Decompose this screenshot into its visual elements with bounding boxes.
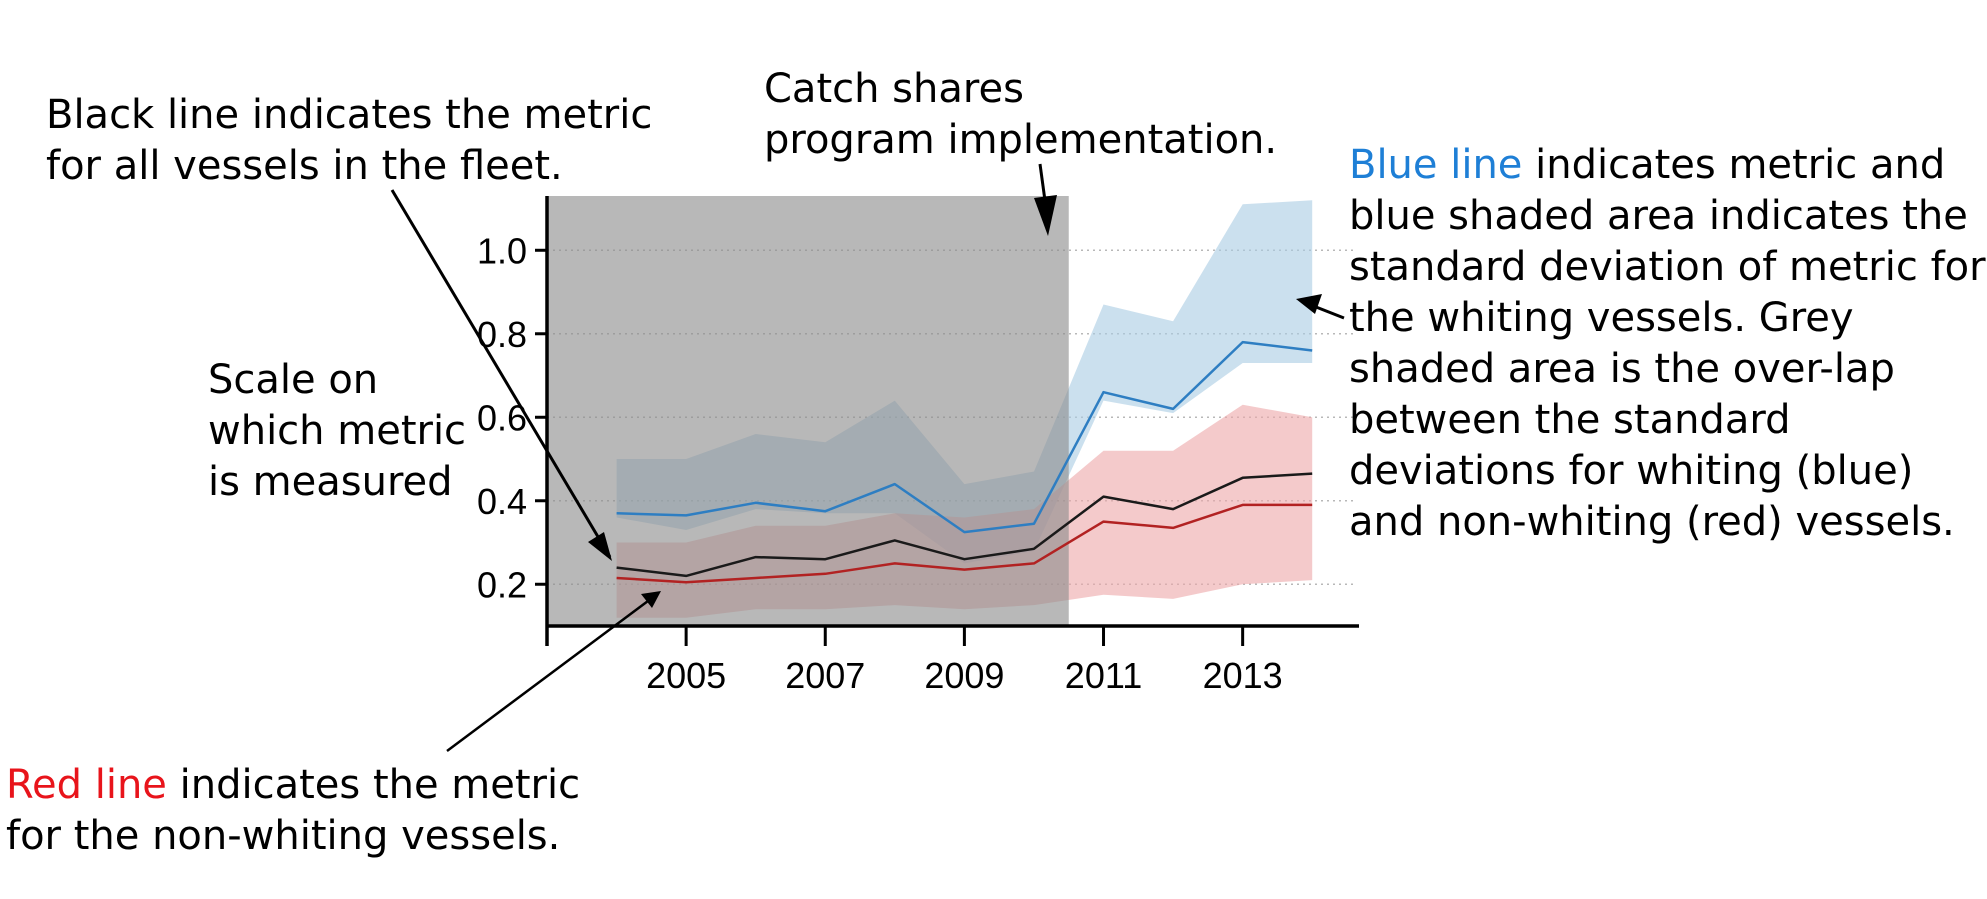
red-line-highlight: Red line [6,762,167,808]
y-tick-label: 0.4 [477,481,527,522]
blue-line-annotation-line-7: deviations for whiting (blue) [1349,448,1914,494]
scale-annotation: Scale on which metric is measured [208,355,466,508]
annotation-arrows [390,163,1345,753]
y-tick-label: 0.2 [477,564,527,605]
axes [545,196,1359,646]
x-tick-label: 2005 [646,655,726,696]
blue-line-annotation-line-5: shaded area is the over-lap [1349,346,1895,392]
blue-line-highlight: Blue line [1349,142,1523,188]
red-line-annotation: Red line indicates the metric for the no… [6,760,580,862]
black-line-annotation-line-2: for all vessels in the fleet. [46,143,563,189]
red-line-annotation-line-1: Red line indicates the metric [6,760,580,811]
black-line-arrow-head [588,532,612,561]
catch-shares-annotation: Catch shares program implementation. [764,64,1277,166]
y-tick-label: 1.0 [477,230,527,271]
catch-shares-arrow-head [1034,195,1057,236]
blue-series-line [616,340,1313,534]
catch-shares-annotation-line-2: program implementation. [764,117,1278,163]
scale-annotation-line-1: Scale on [208,357,379,403]
red-line-arrow [446,596,653,753]
x-tick-label: 2011 [1065,655,1142,696]
blue-line-annotation: Blue line indicates metric and blue shad… [1349,140,1986,548]
blue-line-annotation-line-4: the whiting vessels. Grey [1349,295,1854,341]
scale-annotation-line-3: is measured [208,459,453,505]
blue-line-arrow-head [1296,294,1322,314]
catch-shares-annotation-line-1: Catch shares [764,66,1024,112]
black-line-annotation: Black line indicates the metric for all … [46,90,652,192]
x-tick-label: 2009 [924,655,1004,696]
blue-line-annotation-rest: indicates metric and [1522,142,1946,188]
x-tick-label: 2013 [1203,655,1283,696]
red-series-line [616,503,1313,584]
y-tick-label: 0.8 [477,314,527,355]
black-line-arrow [390,189,612,558]
blue-line-annotation-line-2: blue shaded area indicates the [1349,193,1968,239]
blue-line-annotation-line-8: and non-whiting (red) vessels. [1349,499,1955,545]
series-lines [616,340,1313,584]
blue-line-annotation-line-3: standard deviation of metric for [1349,244,1986,290]
red-line-annotation-line-2: for the non-whiting vessels. [6,813,561,859]
black-line-annotation-line-1: Black line indicates the metric [46,92,653,138]
blue-line-annotation-line-6: between the standard [1349,397,1791,443]
red-line-arrow-head [641,591,661,608]
x-tick-label: 2007 [785,655,865,696]
scale-annotation-line-2: which metric [208,408,467,454]
black-series-line [616,472,1313,578]
red-line-annotation-rest: indicates the metric [166,762,581,808]
pre-catch-shares-shaded-period [547,196,1069,626]
blue-line-arrow [1315,305,1345,320]
blue-line-annotation-line-1: Blue line indicates metric and [1349,140,1986,191]
